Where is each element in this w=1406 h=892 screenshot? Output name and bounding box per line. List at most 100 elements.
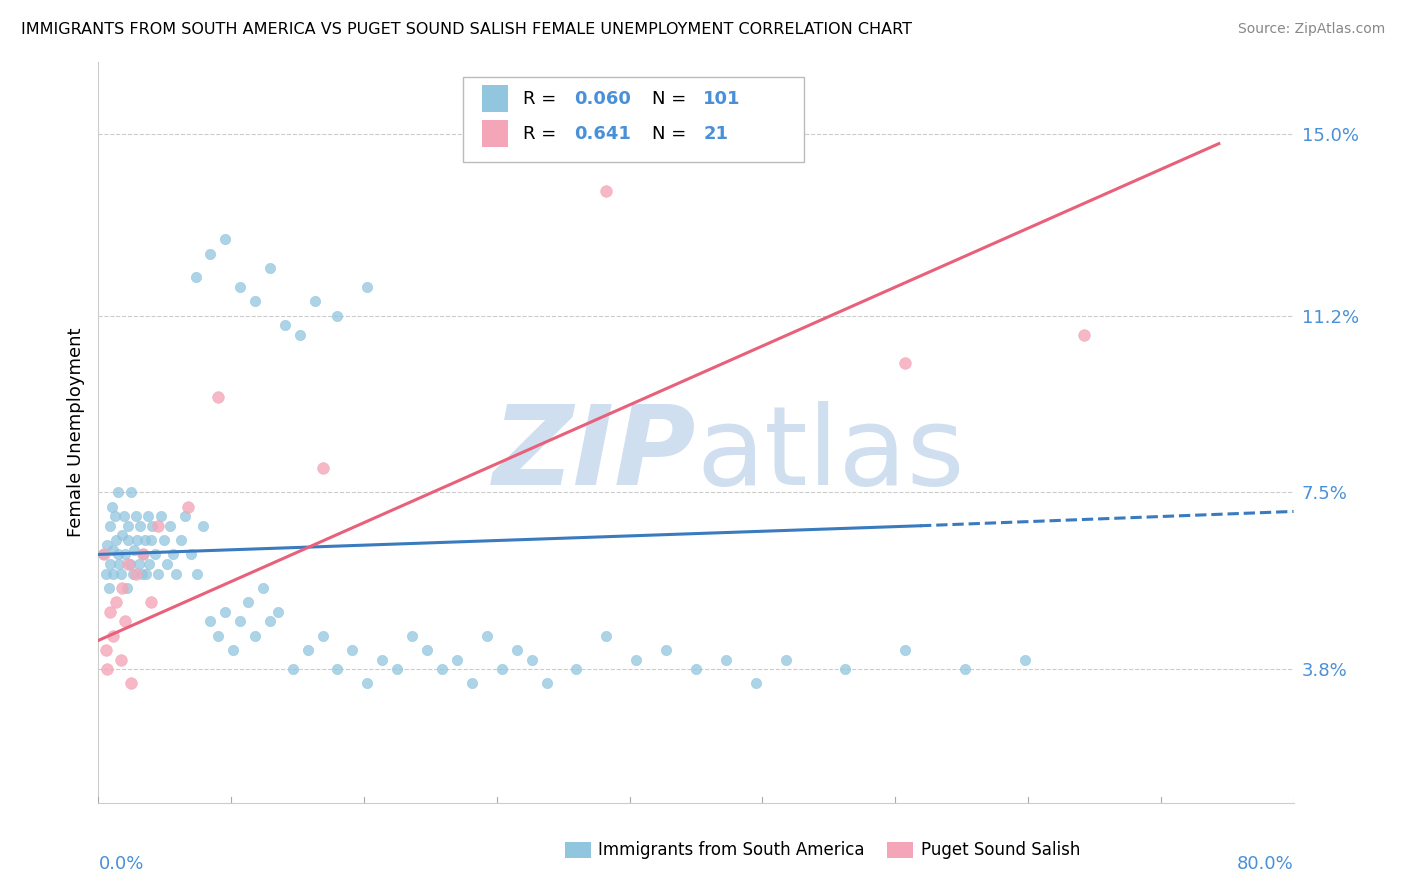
- Text: N =: N =: [652, 125, 692, 143]
- Point: [148, 518, 170, 533]
- Point: [143, 548, 166, 562]
- Point: [98, 557, 122, 571]
- Point: [117, 518, 139, 533]
- Point: [103, 629, 125, 643]
- Text: 0.641: 0.641: [574, 125, 631, 143]
- Point: [229, 280, 252, 294]
- Point: [461, 676, 484, 690]
- Point: [117, 557, 139, 571]
- Point: [214, 605, 236, 619]
- Point: [267, 605, 290, 619]
- Point: [326, 309, 349, 323]
- Point: [105, 595, 128, 609]
- Point: [775, 652, 797, 666]
- Point: [288, 327, 311, 342]
- Point: [98, 605, 122, 619]
- Point: [129, 518, 152, 533]
- Point: [259, 260, 281, 275]
- Point: [401, 629, 423, 643]
- Point: [311, 629, 333, 643]
- Point: [1014, 652, 1036, 666]
- Point: [118, 557, 141, 571]
- Point: [156, 557, 179, 571]
- Point: [120, 485, 142, 500]
- Point: [125, 566, 148, 581]
- Point: [108, 557, 131, 571]
- Point: [174, 509, 197, 524]
- Point: [111, 528, 134, 542]
- Text: Immigrants from South America: Immigrants from South America: [598, 841, 865, 859]
- Point: [430, 662, 453, 676]
- Point: [745, 676, 768, 690]
- Point: [894, 643, 917, 657]
- Point: [506, 643, 529, 657]
- Point: [304, 294, 326, 309]
- Point: [252, 581, 274, 595]
- Point: [245, 294, 267, 309]
- Point: [207, 390, 229, 404]
- Point: [356, 280, 378, 294]
- Point: [131, 566, 153, 581]
- Point: [953, 662, 976, 676]
- Point: [101, 500, 124, 514]
- Text: 21: 21: [703, 125, 728, 143]
- Point: [153, 533, 176, 547]
- Point: [207, 629, 229, 643]
- Point: [111, 581, 134, 595]
- Text: N =: N =: [652, 90, 692, 108]
- Point: [162, 548, 184, 562]
- Point: [150, 509, 173, 524]
- Point: [107, 548, 129, 562]
- Point: [124, 542, 146, 557]
- Point: [148, 566, 170, 581]
- Point: [97, 581, 120, 595]
- Point: [214, 232, 236, 246]
- Point: [132, 548, 155, 562]
- Point: [200, 615, 222, 629]
- FancyBboxPatch shape: [463, 78, 804, 162]
- Point: [110, 566, 132, 581]
- Point: [120, 676, 142, 690]
- Point: [114, 615, 136, 629]
- Point: [110, 652, 132, 666]
- Point: [180, 548, 202, 562]
- Point: [96, 662, 118, 676]
- Point: [107, 485, 129, 500]
- Point: [259, 615, 281, 629]
- Point: [159, 518, 181, 533]
- Point: [128, 557, 150, 571]
- Text: 101: 101: [703, 90, 741, 108]
- Point: [1073, 327, 1095, 342]
- Point: [311, 461, 333, 475]
- Text: ZIP: ZIP: [492, 401, 696, 508]
- Point: [105, 533, 128, 547]
- Point: [186, 566, 208, 581]
- Point: [141, 518, 163, 533]
- Point: [94, 643, 117, 657]
- Point: [595, 185, 617, 199]
- Point: [685, 662, 707, 676]
- Point: [132, 548, 155, 562]
- Point: [229, 615, 252, 629]
- Point: [565, 662, 588, 676]
- Point: [98, 518, 122, 533]
- Point: [595, 629, 617, 643]
- Point: [520, 652, 543, 666]
- Point: [371, 652, 394, 666]
- Point: [536, 676, 558, 690]
- Point: [139, 595, 162, 609]
- Point: [894, 356, 917, 370]
- Point: [138, 557, 160, 571]
- Text: R =: R =: [523, 125, 561, 143]
- Point: [112, 509, 135, 524]
- Point: [655, 643, 678, 657]
- Point: [127, 533, 149, 547]
- Point: [94, 566, 117, 581]
- Text: 80.0%: 80.0%: [1237, 855, 1294, 872]
- Point: [297, 643, 319, 657]
- Point: [274, 318, 297, 333]
- Point: [96, 538, 118, 552]
- Point: [200, 246, 222, 260]
- Point: [91, 548, 114, 562]
- FancyBboxPatch shape: [482, 120, 509, 147]
